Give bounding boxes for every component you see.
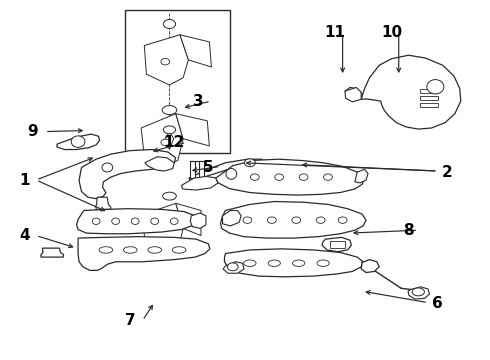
Ellipse shape <box>323 174 332 180</box>
Text: 1: 1 <box>19 172 29 188</box>
Bar <box>420 89 438 93</box>
Polygon shape <box>141 114 183 167</box>
Text: 7: 7 <box>125 313 136 328</box>
Bar <box>420 103 438 107</box>
Ellipse shape <box>151 218 159 225</box>
Ellipse shape <box>123 247 137 253</box>
Ellipse shape <box>244 260 256 266</box>
Polygon shape <box>361 55 461 129</box>
Bar <box>125 10 230 153</box>
Text: 5: 5 <box>203 160 214 175</box>
Ellipse shape <box>292 217 301 224</box>
Ellipse shape <box>412 288 424 296</box>
Ellipse shape <box>293 260 305 266</box>
Ellipse shape <box>243 217 252 224</box>
Polygon shape <box>182 176 218 190</box>
Polygon shape <box>189 159 264 183</box>
Ellipse shape <box>161 58 170 65</box>
Polygon shape <box>361 260 379 273</box>
Polygon shape <box>190 161 195 178</box>
Ellipse shape <box>92 218 100 225</box>
Polygon shape <box>355 169 368 183</box>
Ellipse shape <box>338 217 347 224</box>
Polygon shape <box>180 35 212 67</box>
Ellipse shape <box>268 217 276 224</box>
Polygon shape <box>176 114 209 146</box>
Ellipse shape <box>245 159 255 167</box>
Polygon shape <box>96 197 111 210</box>
Text: 9: 9 <box>27 124 38 139</box>
Ellipse shape <box>163 19 175 28</box>
Ellipse shape <box>102 163 113 172</box>
Ellipse shape <box>163 126 175 134</box>
Polygon shape <box>190 213 206 228</box>
Bar <box>420 96 438 100</box>
Ellipse shape <box>112 218 120 225</box>
Ellipse shape <box>161 139 170 145</box>
Polygon shape <box>345 87 361 102</box>
Text: 2: 2 <box>442 165 453 180</box>
Ellipse shape <box>275 174 284 180</box>
Ellipse shape <box>316 217 325 224</box>
Text: 12: 12 <box>164 135 185 150</box>
Polygon shape <box>57 134 99 149</box>
Polygon shape <box>76 209 196 234</box>
Polygon shape <box>165 132 173 149</box>
Polygon shape <box>222 211 241 226</box>
Polygon shape <box>145 157 174 171</box>
Text: 10: 10 <box>381 26 402 40</box>
Ellipse shape <box>171 218 178 225</box>
Ellipse shape <box>148 247 162 253</box>
Text: 11: 11 <box>325 26 346 40</box>
Polygon shape <box>223 262 244 273</box>
Polygon shape <box>144 35 188 85</box>
Polygon shape <box>216 159 365 195</box>
Ellipse shape <box>163 192 176 200</box>
Polygon shape <box>345 87 362 99</box>
Ellipse shape <box>172 247 186 253</box>
Bar <box>330 241 345 248</box>
Polygon shape <box>78 237 210 270</box>
Polygon shape <box>220 202 366 238</box>
Ellipse shape <box>250 174 259 180</box>
Ellipse shape <box>162 105 177 114</box>
Text: 6: 6 <box>433 296 443 311</box>
Polygon shape <box>198 161 203 178</box>
Polygon shape <box>79 149 176 199</box>
Ellipse shape <box>268 260 280 266</box>
Ellipse shape <box>317 260 329 266</box>
Polygon shape <box>224 249 363 277</box>
Polygon shape <box>41 248 63 257</box>
Text: 3: 3 <box>194 94 204 109</box>
Polygon shape <box>322 237 351 252</box>
Ellipse shape <box>299 174 308 180</box>
Ellipse shape <box>71 136 85 147</box>
Ellipse shape <box>99 247 113 253</box>
Ellipse shape <box>427 80 444 94</box>
Polygon shape <box>176 203 201 235</box>
Ellipse shape <box>226 168 237 179</box>
Ellipse shape <box>131 218 139 225</box>
Text: 8: 8 <box>403 223 414 238</box>
Ellipse shape <box>227 263 238 271</box>
Polygon shape <box>144 203 183 250</box>
Polygon shape <box>408 287 430 299</box>
Text: 4: 4 <box>19 228 30 243</box>
